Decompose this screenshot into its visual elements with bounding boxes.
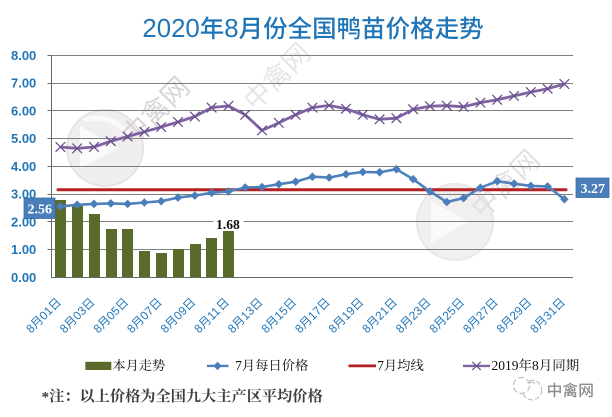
svg-text:8: 8 [224, 15, 238, 43]
svg-text:4.00: 4.00 [11, 159, 36, 174]
svg-text:6.00: 6.00 [11, 103, 36, 118]
svg-text:5.00: 5.00 [11, 131, 36, 146]
svg-text:7: 7 [235, 358, 242, 373]
svg-text:1.68: 1.68 [216, 217, 240, 232]
svg-text:2.56: 2.56 [28, 203, 53, 218]
svg-text:2019: 2019 [492, 358, 519, 373]
svg-text:0.00: 0.00 [11, 270, 36, 285]
svg-text:7.00: 7.00 [11, 76, 36, 91]
svg-text:1.00: 1.00 [11, 242, 36, 257]
svg-text:8: 8 [532, 358, 539, 373]
svg-text:3.00: 3.00 [11, 187, 36, 202]
svg-text:2.00: 2.00 [11, 215, 36, 230]
svg-text:*: * [42, 388, 50, 405]
svg-text:2020: 2020 [142, 15, 199, 43]
svg-text:7: 7 [377, 358, 384, 373]
svg-text:3.27: 3.27 [581, 182, 606, 197]
svg-text:8.00: 8.00 [11, 48, 36, 63]
